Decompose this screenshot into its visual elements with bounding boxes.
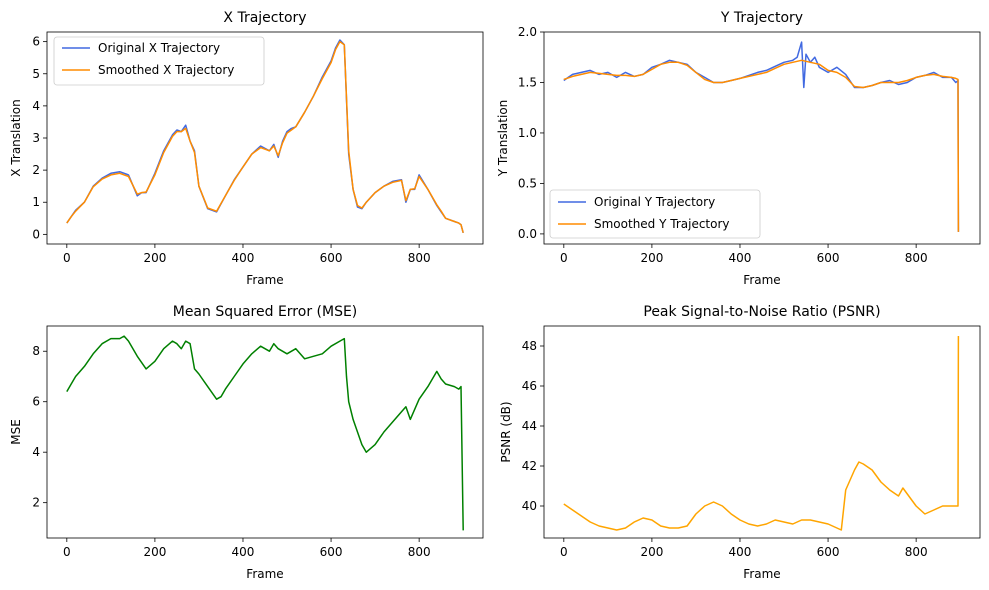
x-tick-label: 400 [232,545,255,559]
x-tick-label: 200 [143,545,166,559]
tick-labels: 0 200 400 600 800 40 42 44 46 48 [522,339,928,559]
chart-title: Mean Squared Error (MSE) [173,304,358,320]
y-tick-label: 44 [522,419,537,433]
x-tick-label: 800 [905,545,928,559]
x-tick-label: 0 [560,251,568,265]
y-trajectory-panel: Y Trajectory Frame Y Translation 0 200 400… [496,10,981,287]
y-tick-label: 40 [522,499,537,513]
tick-labels: 0 200 400 600 800 0.0 0.5 1.0 1.5 2.0 [518,25,928,265]
x-tick-label: 600 [817,545,840,559]
y-tick-label: 1.0 [518,126,537,140]
legend-label-smoothed: Smoothed X Trajectory [98,63,234,77]
x-axis-label: Frame [743,273,780,287]
plot-area [543,31,981,245]
x-axis-label: Frame [743,567,780,581]
x-tick-label: 200 [640,545,663,559]
y-tick-label: 0.5 [518,176,537,190]
legend: Original Y Trajectory Smoothed Y Traject… [549,189,761,239]
y-tick-label: 2 [32,163,40,177]
chart-title: Peak Signal-to-Noise Ratio (PSNR) [643,304,880,320]
x-tick-label: 600 [320,545,343,559]
y-tick-label: 48 [522,339,537,353]
y-axis-label: PSNR (dB) [499,401,513,462]
y-tick-label: 6 [32,35,40,49]
legend: Original X Trajectory Smoothed X Traject… [53,36,265,86]
y-tick-label: 1.5 [518,75,537,89]
x-tick-label: 200 [640,251,663,265]
series-lines [563,41,960,232]
y-tick-label: 1 [32,195,40,209]
x-axis-label: Frame [246,567,283,581]
y-tick-label: 46 [522,379,537,393]
y-tick-label: 2.0 [518,25,537,39]
plot-area [543,325,981,539]
mse-panel: Mean Squared Error (MSE) Frame MSE 0 200 4… [9,304,484,581]
plot-area [46,325,484,539]
x-tick-label: 400 [729,545,752,559]
x-tick-label: 800 [905,251,928,265]
x-tick-label: 400 [729,251,752,265]
series-line-0 [66,335,464,531]
tick-labels: 0 200 400 600 800 2 4 6 8 [32,344,430,559]
y-tick-label: 2 [32,496,40,510]
legend-frame [53,36,265,86]
x-tick-label: 600 [817,251,840,265]
y-tick-label: 0.0 [518,227,537,241]
y-tick-label: 4 [32,99,40,113]
legend-label-original: Original Y Trajectory [594,195,715,209]
chart-title: Y Trajectory [720,10,803,26]
x-tick-label: 800 [408,251,431,265]
x-axis-label: Frame [246,273,283,287]
y-tick-label: 42 [522,459,537,473]
legend-label-smoothed: Smoothed Y Trajectory [594,217,730,231]
y-tick-label: 6 [32,395,40,409]
x-trajectory-panel: X Trajectory Frame X Translation 0 200 400… [9,10,484,287]
y-axis-label: Y Translation [496,100,510,178]
legend-label-original: Original X Trajectory [98,41,220,55]
x-tick-label: 400 [232,251,255,265]
series-line-0 [563,335,960,531]
series-lines [66,39,464,233]
chart-title: X Trajectory [223,10,306,26]
psnr-panel: Peak Signal-to-Noise Ratio (PSNR) Frame … [499,304,981,581]
y-tick-label: 8 [32,344,40,358]
series-lines [563,335,960,531]
legend-frame [549,189,761,239]
series-lines [66,335,464,531]
x-tick-label: 800 [408,545,431,559]
x-tick-label: 600 [320,251,343,265]
y-tick-label: 3 [32,131,40,145]
plot-area [46,31,484,245]
x-tick-label: 0 [63,251,71,265]
series-line-1 [66,40,464,233]
x-tick-label: 0 [560,545,568,559]
x-tick-label: 200 [143,251,166,265]
series-line-1 [563,59,960,232]
series-line-0 [563,41,960,232]
y-tick-label: 0 [32,227,40,241]
y-axis-label: MSE [9,419,23,445]
y-tick-label: 5 [32,67,40,81]
x-tick-label: 0 [63,545,71,559]
y-axis-label: X Translation [9,99,23,176]
tick-labels: 0 200 400 600 800 0 1 2 3 4 5 6 [32,35,430,265]
y-tick-label: 4 [32,445,40,459]
